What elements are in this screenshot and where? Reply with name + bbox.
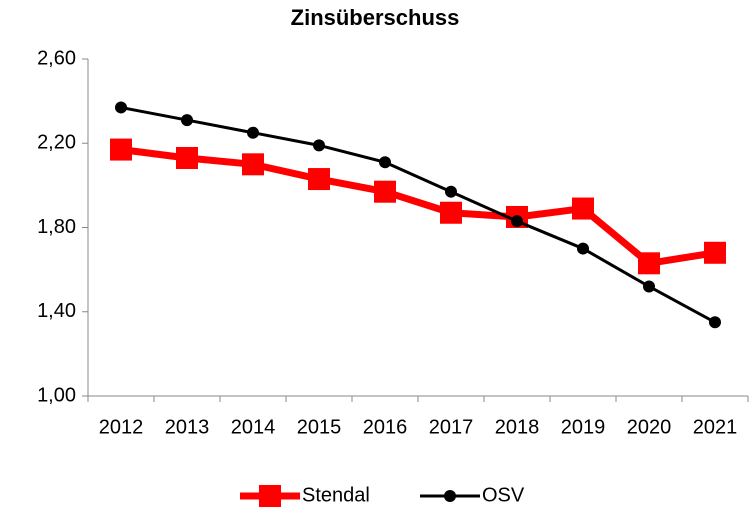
x-tick-label: 2016 (363, 416, 408, 438)
marker (704, 241, 726, 264)
legend-marker (444, 490, 456, 502)
x-tick-label: 2019 (561, 416, 606, 438)
marker (374, 180, 396, 203)
legend-marker (259, 485, 281, 507)
marker (572, 197, 594, 220)
x-tick-label: 2020 (627, 416, 672, 438)
y-tick-label: 1,80 (37, 216, 76, 238)
marker (709, 316, 721, 329)
x-tick-label: 2021 (693, 416, 738, 438)
legend-label: OSV (482, 484, 525, 506)
marker (176, 146, 198, 169)
marker (181, 114, 193, 127)
marker (643, 280, 655, 293)
y-tick-label: 1,00 (37, 384, 76, 406)
marker (379, 156, 391, 169)
x-tick-label: 2018 (495, 416, 540, 438)
x-tick-label: 2014 (231, 416, 276, 438)
series-line (120, 146, 716, 267)
y-tick-label: 2,60 (37, 47, 76, 69)
marker (638, 252, 660, 275)
marker (308, 168, 330, 191)
marker (247, 126, 259, 139)
y-tick-label: 2,20 (37, 132, 76, 154)
marker (242, 153, 264, 176)
marker (577, 242, 589, 255)
marker (115, 101, 127, 114)
marker (445, 185, 457, 198)
y-tick-label: 1,40 (37, 300, 76, 322)
series-line (120, 105, 716, 324)
x-tick-label: 2015 (297, 416, 342, 438)
marker (511, 215, 523, 228)
x-tick-label: 2013 (165, 416, 210, 438)
marker (110, 138, 132, 161)
marker (313, 139, 325, 152)
chart-title: Zinsüberschuss (291, 5, 460, 30)
marker (440, 201, 462, 224)
legend-label: Stendal (302, 484, 370, 506)
x-tick-label: 2017 (429, 416, 474, 438)
x-tick-label: 2012 (99, 416, 144, 438)
